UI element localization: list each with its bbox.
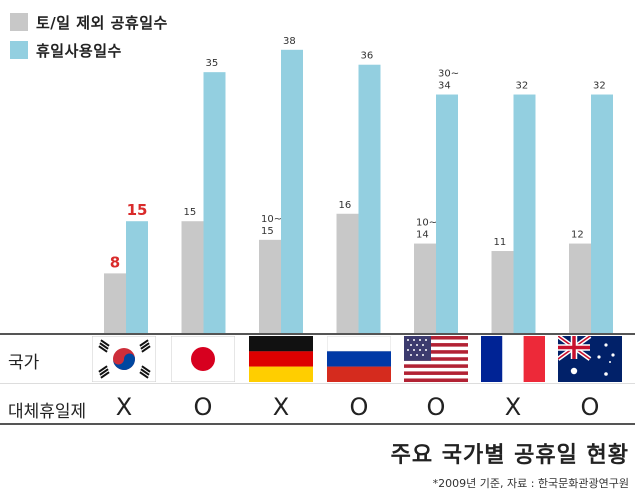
usa-flag-icon: [404, 336, 468, 382]
legend-item-blue: 휴일사용일수: [10, 40, 168, 60]
legend-item-gray: 토/일 제외 공휴일수: [10, 12, 168, 32]
row-label-country: 국가: [8, 353, 40, 373]
korea-flag-icon: [92, 336, 156, 382]
row-label-substitute-holiday: 대체휴일제: [8, 402, 87, 422]
bar-chart: 8 15 15 35 10~ 15 38 16 36 10~ 14 30~ 34 11 32 12 32: [104, 36, 613, 334]
bar-days-used-2: [281, 49, 303, 334]
country-table: [0, 333, 635, 425]
bar-holidays-6: [569, 243, 591, 333]
bar-holidays-0: [104, 273, 126, 333]
data-label-holidays-6: 12: [571, 230, 584, 241]
data-label-holidays-3: 16: [339, 200, 352, 211]
substitute-holiday-mark-germany: X: [272, 393, 290, 421]
data-label-holidays-5: 11: [494, 237, 507, 248]
data-label-days-used-4: 30~ 34: [438, 69, 459, 92]
legend: 토/일 제외 공휴일수 휴일사용일수: [10, 12, 168, 68]
bar-holidays-5: [491, 251, 514, 333]
france-flag-icon: [481, 336, 545, 382]
data-label-days-used-2: 38: [283, 36, 296, 47]
bar-days-used-5: [513, 94, 536, 334]
data-label-holidays-0: 8: [110, 253, 120, 271]
substitute-holiday-mark-korea: X: [115, 393, 133, 421]
bar-days-used-0: [126, 221, 148, 333]
data-label-holidays-1: 15: [184, 207, 197, 218]
data-label-days-used-1: 35: [206, 58, 219, 69]
bar-holidays-2: [259, 239, 281, 333]
substitute-holiday-mark-japan: O: [193, 393, 213, 421]
bar-days-used-6: [591, 94, 613, 334]
source-footnote: *2009년 기준, 자료 : 한국문화관광연구원: [432, 477, 629, 490]
russia-flag-icon: [327, 336, 391, 382]
bar-holidays-1: [181, 221, 204, 333]
data-label-days-used-0: 15: [127, 201, 148, 219]
legend-swatch-blue: [10, 41, 28, 59]
substitute-holiday-mark-usa: O: [426, 393, 446, 421]
substitute-holiday-mark-russia: O: [349, 393, 369, 421]
data-label-days-used-3: 36: [361, 51, 374, 62]
bar-days-used-3: [358, 64, 381, 333]
japan-flag-icon: [171, 336, 235, 382]
substitute-holiday-mark-australia: O: [580, 393, 600, 421]
germany-flag-icon: [249, 336, 313, 382]
chart-title: 주요 국가별 공휴일 현황: [390, 443, 629, 468]
table-row-divider: [0, 383, 635, 384]
data-label-days-used-5: 32: [516, 81, 529, 92]
legend-swatch-gray: [10, 13, 28, 31]
legend-label-holidays: 토/일 제외 공휴일수: [36, 13, 168, 32]
bar-holidays-3: [336, 213, 359, 333]
data-label-holidays-2: 10~ 15: [261, 214, 282, 237]
bar-days-used-4: [436, 94, 458, 334]
australia-flag-icon: [558, 336, 622, 382]
legend-label-days-used: 휴일사용일수: [36, 41, 122, 60]
substitute-holiday-mark-france: X: [504, 393, 522, 421]
data-label-days-used-6: 32: [593, 81, 606, 92]
bar-holidays-4: [414, 243, 436, 333]
data-label-holidays-4: 10~ 14: [416, 218, 437, 241]
bar-days-used-1: [203, 72, 226, 334]
